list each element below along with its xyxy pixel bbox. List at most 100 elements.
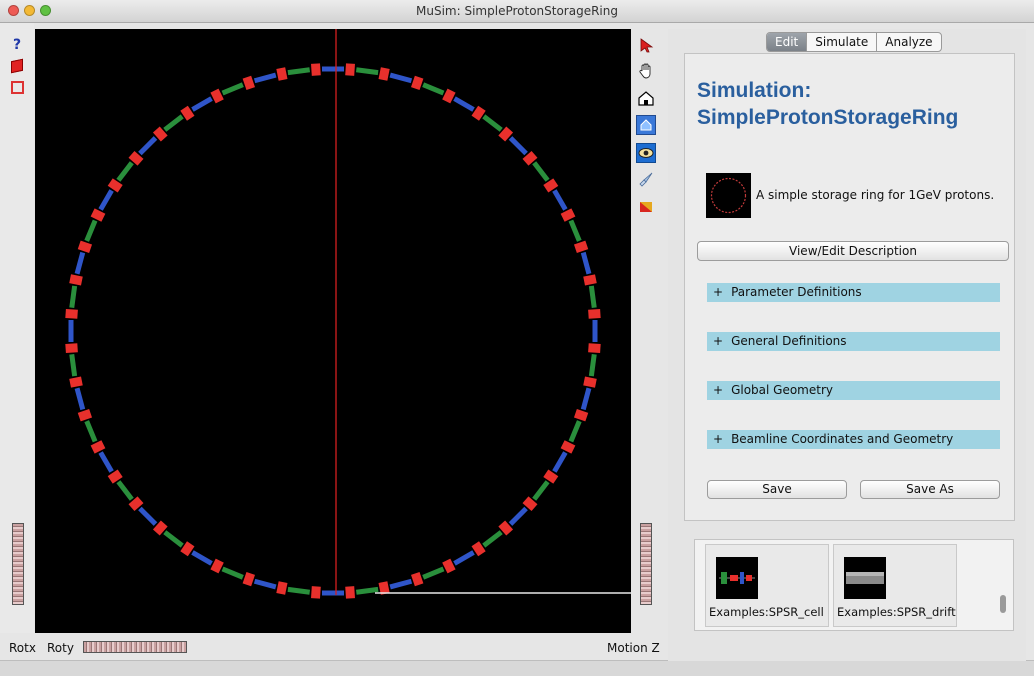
view-edit-description-button[interactable]: View/Edit Description bbox=[697, 241, 1009, 261]
house-view-icon[interactable] bbox=[636, 88, 656, 108]
dipole-magnet bbox=[498, 126, 514, 142]
home-view-icon[interactable] bbox=[636, 115, 656, 135]
status-bar bbox=[0, 660, 1034, 676]
wireframe-cube-icon[interactable] bbox=[9, 79, 25, 95]
dipole-magnet bbox=[471, 541, 486, 557]
example-item-spsr-cell[interactable]: Examples:SPSR_cell bbox=[705, 544, 829, 627]
focusing-quad bbox=[138, 136, 158, 156]
dipole-magnet bbox=[442, 558, 456, 574]
defocusing-quad bbox=[422, 82, 445, 96]
dipole-magnet bbox=[69, 376, 83, 388]
section-general-definitions[interactable]: + General Definitions bbox=[707, 332, 1000, 351]
defocusing-quad bbox=[69, 353, 78, 377]
expand-plus-icon: + bbox=[713, 285, 724, 299]
defocusing-quad bbox=[84, 420, 98, 443]
dipole-magnet bbox=[498, 520, 514, 536]
section-label: Parameter Definitions bbox=[731, 285, 862, 299]
defocusing-quad bbox=[116, 480, 134, 501]
example-item-spsr-drift[interactable]: Examples:SPSR_drift bbox=[833, 544, 957, 627]
tab-simulate[interactable]: Simulate bbox=[807, 33, 878, 51]
dipole-magnet bbox=[128, 150, 144, 166]
dipole-magnet bbox=[180, 105, 195, 121]
dipole-magnet bbox=[543, 178, 559, 193]
dipole-magnet bbox=[345, 586, 355, 599]
dipole-magnet bbox=[210, 558, 224, 574]
zoom-window-button[interactable] bbox=[40, 5, 51, 16]
focusing-quad bbox=[191, 96, 213, 112]
section-parameter-definitions[interactable]: + Parameter Definitions bbox=[707, 283, 1000, 302]
section-global-geometry[interactable]: + Global Geometry bbox=[707, 381, 1000, 400]
close-window-button[interactable] bbox=[8, 5, 19, 16]
dipole-magnet bbox=[345, 63, 355, 76]
eye-view-icon[interactable] bbox=[636, 143, 656, 163]
examples-scrollbar[interactable] bbox=[1000, 595, 1006, 613]
dipole-magnet bbox=[210, 88, 224, 104]
example-thumbnail bbox=[716, 557, 758, 599]
focusing-quad bbox=[453, 550, 475, 566]
focusing-quad bbox=[191, 550, 213, 566]
ring-magnets bbox=[65, 63, 601, 599]
focusing-quad bbox=[98, 189, 114, 211]
simulation-title: Simulation: SimpleProtonStorageRing bbox=[697, 77, 1007, 131]
defocusing-quad bbox=[532, 161, 550, 182]
expand-plus-icon: + bbox=[713, 334, 724, 348]
defocusing-quad bbox=[163, 114, 184, 132]
dipole-magnet bbox=[276, 67, 288, 81]
focusing-quad bbox=[580, 251, 592, 275]
solid-cube-icon[interactable] bbox=[9, 58, 25, 74]
dipole-magnet bbox=[442, 88, 456, 104]
focusing-quad bbox=[138, 506, 158, 526]
3d-viewport[interactable] bbox=[35, 29, 631, 633]
defocusing-quad bbox=[532, 480, 550, 501]
storage-ring-view bbox=[65, 29, 631, 599]
focusing-quad bbox=[253, 72, 277, 84]
dipole-magnet bbox=[573, 240, 589, 253]
hand-pan-icon[interactable] bbox=[636, 61, 656, 81]
dipole-magnet bbox=[411, 571, 424, 587]
save-as-button[interactable]: Save As bbox=[860, 480, 1000, 499]
focusing-quad bbox=[552, 451, 568, 473]
dipole-magnet bbox=[588, 343, 601, 353]
motion-z-wheel[interactable] bbox=[640, 523, 652, 605]
dipole-magnet bbox=[543, 469, 559, 484]
dipole-magnet bbox=[242, 571, 255, 587]
defocusing-quad bbox=[422, 566, 445, 580]
window-title: MuSim: SimpleProtonStorageRing bbox=[416, 4, 618, 18]
focusing-quad bbox=[453, 96, 475, 112]
save-button[interactable]: Save bbox=[707, 480, 847, 499]
dipole-magnet bbox=[242, 75, 255, 91]
dipole-magnet bbox=[180, 541, 195, 557]
dipole-magnet bbox=[90, 440, 106, 454]
dipole-magnet bbox=[411, 75, 424, 91]
defocusing-quad bbox=[355, 67, 379, 76]
example-thumbnail bbox=[844, 557, 886, 599]
focusing-quad bbox=[68, 320, 74, 342]
section-label: General Definitions bbox=[731, 334, 847, 348]
section-label: Beamline Coordinates and Geometry bbox=[731, 432, 954, 446]
motion-z-label: Motion Z bbox=[607, 641, 660, 655]
color-swatch-icon[interactable] bbox=[636, 197, 656, 217]
tab-analyze[interactable]: Analyze bbox=[885, 35, 933, 49]
dipole-magnet bbox=[311, 63, 321, 76]
dipole-magnet bbox=[276, 581, 288, 595]
rotx-wheel[interactable] bbox=[12, 523, 24, 605]
dipole-magnet bbox=[152, 126, 168, 142]
simulation-description: A simple storage ring for 1GeV protons. bbox=[756, 188, 995, 202]
help-icon[interactable]: ? bbox=[12, 37, 22, 53]
dipole-magnet bbox=[90, 208, 106, 222]
focusing-quad bbox=[389, 578, 413, 590]
dipole-magnet bbox=[378, 67, 390, 81]
rotx-label: Rotx bbox=[9, 641, 36, 655]
dipole-magnet bbox=[311, 586, 321, 599]
section-beamline-coordinates[interactable]: + Beamline Coordinates and Geometry bbox=[707, 430, 1000, 449]
roty-wheel[interactable] bbox=[83, 641, 187, 653]
focusing-quad bbox=[508, 506, 528, 526]
right-panel: Edit Simulate Analyze Simulation: Simple… bbox=[668, 29, 1026, 661]
rocket-icon[interactable] bbox=[636, 170, 656, 190]
defocusing-quad bbox=[482, 114, 503, 132]
tab-edit[interactable]: Edit bbox=[767, 33, 808, 51]
minimize-window-button[interactable] bbox=[24, 5, 35, 16]
dipole-magnet bbox=[522, 496, 538, 512]
select-arrow-icon[interactable] bbox=[636, 35, 656, 55]
dipole-magnet bbox=[152, 520, 168, 536]
